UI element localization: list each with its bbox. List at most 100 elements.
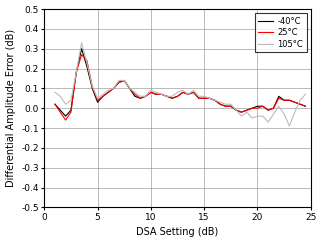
105°C: [160, 93, 164, 96]
-40°C: [223, 105, 227, 108]
105°C: [117, 79, 121, 82]
-40°C: [112, 87, 116, 90]
105°C: [282, 113, 286, 116]
105°C: [288, 125, 291, 128]
105°C: [202, 95, 206, 98]
105°C: [58, 95, 62, 98]
-40°C: [234, 109, 238, 112]
105°C: [256, 115, 260, 118]
-40°C: [304, 105, 308, 108]
25°C: [138, 97, 142, 100]
25°C: [53, 103, 57, 106]
105°C: [175, 91, 179, 94]
-40°C: [186, 93, 190, 96]
25°C: [298, 103, 302, 106]
25°C: [112, 87, 116, 90]
-40°C: [69, 109, 73, 112]
25°C: [165, 95, 169, 98]
105°C: [186, 93, 190, 96]
25°C: [293, 101, 297, 104]
105°C: [149, 89, 153, 92]
25°C: [288, 99, 291, 102]
-40°C: [218, 103, 222, 106]
25°C: [80, 53, 83, 56]
-40°C: [106, 91, 110, 94]
-40°C: [175, 95, 179, 98]
25°C: [69, 111, 73, 114]
-40°C: [282, 99, 286, 102]
105°C: [223, 103, 227, 106]
-40°C: [277, 95, 281, 98]
25°C: [304, 105, 308, 108]
105°C: [106, 89, 110, 92]
Line: 25°C: 25°C: [55, 55, 306, 120]
105°C: [304, 93, 308, 96]
105°C: [96, 97, 99, 100]
-40°C: [74, 71, 78, 74]
-40°C: [128, 87, 131, 90]
-40°C: [144, 95, 147, 98]
105°C: [192, 89, 195, 92]
Y-axis label: Differential Amplitude Error (dB): Differential Amplitude Error (dB): [5, 29, 15, 187]
-40°C: [85, 65, 89, 68]
25°C: [277, 97, 281, 100]
-40°C: [229, 105, 233, 108]
25°C: [218, 103, 222, 106]
105°C: [240, 115, 243, 118]
25°C: [202, 97, 206, 100]
25°C: [106, 91, 110, 94]
105°C: [271, 113, 275, 116]
-40°C: [160, 93, 164, 96]
-40°C: [170, 97, 174, 100]
Line: 105°C: 105°C: [55, 43, 306, 126]
25°C: [90, 85, 94, 88]
105°C: [213, 99, 217, 102]
-40°C: [138, 97, 142, 100]
25°C: [282, 99, 286, 102]
25°C: [266, 109, 270, 112]
-40°C: [250, 107, 254, 110]
25°C: [192, 91, 195, 94]
-40°C: [58, 109, 62, 112]
25°C: [154, 93, 158, 96]
25°C: [229, 105, 233, 108]
25°C: [122, 79, 126, 82]
-40°C: [96, 101, 99, 104]
25°C: [149, 91, 153, 94]
-40°C: [288, 99, 291, 102]
Line: -40°C: -40°C: [55, 49, 306, 116]
105°C: [112, 87, 116, 90]
105°C: [128, 87, 131, 90]
105°C: [208, 97, 212, 100]
25°C: [223, 105, 227, 108]
105°C: [85, 61, 89, 64]
105°C: [133, 91, 137, 94]
25°C: [250, 107, 254, 110]
-40°C: [53, 103, 57, 106]
105°C: [64, 103, 68, 106]
25°C: [144, 95, 147, 98]
25°C: [170, 97, 174, 100]
25°C: [117, 81, 121, 84]
105°C: [165, 95, 169, 98]
105°C: [261, 115, 265, 118]
105°C: [53, 91, 57, 94]
105°C: [74, 71, 78, 74]
X-axis label: DSA Setting (dB): DSA Setting (dB): [137, 227, 219, 237]
105°C: [229, 103, 233, 106]
105°C: [69, 99, 73, 102]
-40°C: [208, 97, 212, 100]
25°C: [208, 97, 212, 100]
105°C: [154, 91, 158, 94]
105°C: [197, 95, 201, 98]
25°C: [197, 97, 201, 100]
-40°C: [213, 99, 217, 102]
25°C: [213, 99, 217, 102]
25°C: [245, 109, 249, 112]
-40°C: [197, 97, 201, 100]
25°C: [85, 59, 89, 62]
105°C: [101, 93, 105, 96]
-40°C: [181, 91, 185, 94]
-40°C: [256, 105, 260, 108]
25°C: [160, 93, 164, 96]
